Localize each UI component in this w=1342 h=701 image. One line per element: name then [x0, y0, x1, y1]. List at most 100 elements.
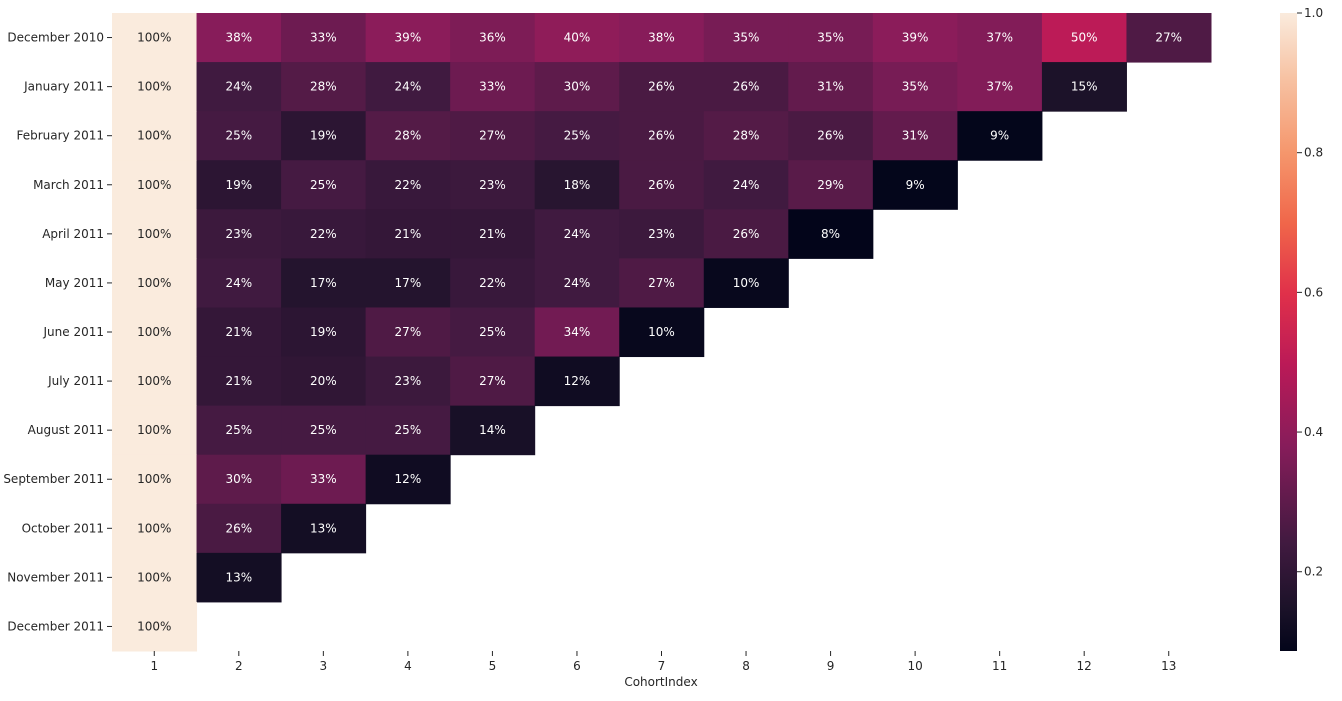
cell-label: 35% — [733, 31, 760, 45]
heatmap-cell — [450, 13, 536, 63]
cell-label: 23% — [395, 374, 422, 388]
cell-label: 21% — [395, 227, 422, 241]
colorbar — [1280, 13, 1297, 651]
y-tick-label: September 2011 — [3, 472, 104, 486]
colorbar-tick-label: 0.4 — [1304, 425, 1323, 439]
cell-label: 25% — [479, 325, 506, 339]
heatmap-cell — [112, 160, 198, 210]
y-tick-label: April 2011 — [42, 227, 104, 241]
heatmap-cell — [703, 160, 789, 210]
heatmap-cell — [196, 356, 282, 407]
heatmap-cell — [957, 13, 1043, 63]
cell-label: 38% — [225, 31, 252, 45]
heatmap-cell — [365, 356, 451, 407]
heatmap-cell — [196, 13, 282, 63]
heatmap-cell — [703, 258, 789, 308]
heatmap-cell — [281, 454, 367, 505]
cell-label: 100% — [137, 31, 171, 45]
heatmap-cell — [365, 258, 451, 308]
cell-label: 27% — [1155, 31, 1182, 45]
cell-label: 100% — [137, 374, 171, 388]
cell-label: 33% — [310, 31, 337, 45]
heatmap-cell — [450, 209, 536, 259]
cell-label: 22% — [479, 276, 506, 290]
heatmap-cell — [281, 209, 367, 259]
heatmap-cell — [703, 111, 789, 161]
cell-label: 14% — [479, 423, 506, 437]
heatmap-cell — [365, 13, 451, 63]
y-tick-label: December 2010 — [7, 31, 104, 45]
heatmap-cell — [703, 13, 789, 63]
cell-label: 37% — [986, 80, 1013, 94]
heatmap-cell — [450, 258, 536, 308]
cell-label: 100% — [137, 227, 171, 241]
x-tick-label: 12 — [1077, 659, 1092, 673]
heatmap-cell — [112, 258, 198, 308]
cell-label: 24% — [225, 276, 252, 290]
heatmap-cell — [365, 454, 451, 505]
cell-label: 21% — [225, 325, 252, 339]
heatmap-cell — [534, 258, 620, 308]
cell-label: 19% — [310, 325, 337, 339]
heatmap-cell — [112, 552, 198, 603]
heatmap-cell — [619, 160, 705, 210]
heatmap-cell — [365, 160, 451, 210]
cell-label: 50% — [1071, 31, 1098, 45]
heatmap-cell — [196, 552, 282, 603]
x-tick-label: 10 — [907, 659, 922, 673]
heatmap-cell — [112, 62, 198, 112]
cell-label: 36% — [479, 31, 506, 45]
y-tick-label: May 2011 — [45, 276, 104, 290]
cell-label: 28% — [733, 129, 760, 143]
cell-label: 25% — [310, 178, 337, 192]
heatmap-cell — [196, 209, 282, 259]
heatmap-cell — [534, 356, 620, 407]
y-tick-label: June 2011 — [43, 325, 105, 339]
cell-label: 33% — [479, 80, 506, 94]
cell-label: 24% — [564, 276, 591, 290]
cell-label: 21% — [479, 227, 506, 241]
heatmap-cell — [365, 62, 451, 112]
cell-label: 26% — [733, 227, 760, 241]
heatmap-cell — [1126, 13, 1212, 63]
heatmap-cell — [619, 111, 705, 161]
cell-label: 17% — [395, 276, 422, 290]
x-tick-label: 7 — [658, 659, 666, 673]
heatmap-cell — [281, 258, 367, 308]
heatmap-cell — [788, 62, 874, 112]
heatmap-cell — [1041, 13, 1127, 63]
heatmap-cell — [196, 111, 282, 161]
cell-label: 39% — [395, 31, 422, 45]
heatmap-cell — [872, 62, 958, 112]
heatmap-cell — [281, 405, 367, 456]
cell-label: 9% — [990, 129, 1009, 143]
cell-label: 31% — [902, 129, 929, 143]
cell-label: 26% — [648, 80, 675, 94]
heatmap-cell — [534, 307, 620, 358]
y-tick-label: November 2011 — [7, 570, 104, 584]
heatmap-cells: 100% 38% 33% 39% 36% 40% 38% 35% 35% 39% 37% 50% 27%… — [112, 13, 1212, 652]
cell-label: 18% — [564, 178, 591, 192]
cell-label: 100% — [137, 570, 171, 584]
heatmap-cell — [112, 601, 198, 652]
heatmap-cell — [281, 307, 367, 358]
cell-label: 26% — [817, 129, 844, 143]
heatmap-cell — [281, 503, 367, 554]
cell-label: 27% — [479, 129, 506, 143]
heatmap-cell — [365, 405, 451, 456]
heatmap-cell — [450, 405, 536, 456]
y-tick-label: February 2011 — [16, 129, 104, 143]
heatmap-cell — [619, 258, 705, 308]
cell-label: 10% — [648, 325, 675, 339]
y-tick-label: August 2011 — [28, 423, 104, 437]
heatmap-cell — [957, 62, 1043, 112]
x-tick-label: 9 — [827, 659, 835, 673]
cell-label: 100% — [137, 178, 171, 192]
heatmap-cell — [450, 62, 536, 112]
cell-label: 10% — [733, 276, 760, 290]
y-tick-label: October 2011 — [22, 521, 104, 535]
heatmap-cell — [534, 209, 620, 259]
heatmap-cell — [703, 62, 789, 112]
heatmap-cell — [281, 160, 367, 210]
